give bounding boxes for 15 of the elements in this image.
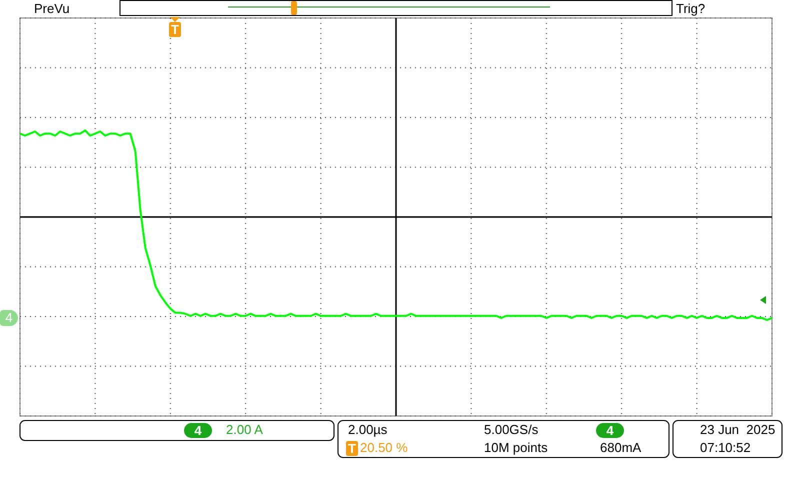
text: Trig?: [676, 1, 706, 17]
text: 23 Jun 2025: [700, 422, 776, 438]
text: PreVu: [34, 1, 70, 17]
text: 2.00µs: [348, 422, 388, 438]
text: 07:10:52: [700, 440, 751, 456]
text: T: [169, 22, 181, 37]
text: 4: [0, 310, 18, 326]
text: 4: [596, 423, 624, 438]
text: 10M points: [484, 440, 548, 456]
text: 2.00 A: [226, 422, 263, 438]
text: 680mA: [600, 440, 642, 456]
text: 4: [184, 423, 212, 438]
text: 20.50 %: [360, 440, 408, 456]
text: T: [346, 441, 358, 456]
text: 5.00GS/s: [484, 422, 538, 438]
